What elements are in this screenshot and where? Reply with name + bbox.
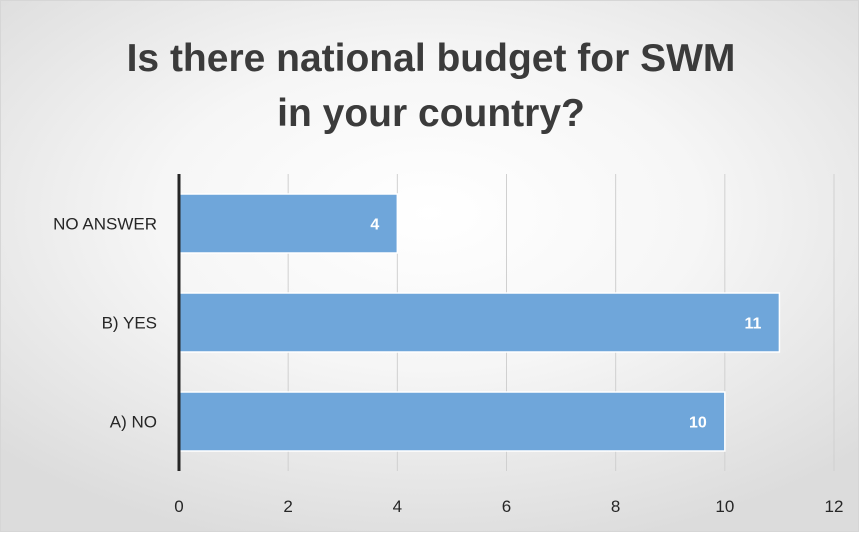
bar-2	[178, 391, 726, 452]
x-tick-label-10: 10	[715, 497, 734, 516]
chart-title-line-1: Is there national budget for SWM	[126, 37, 736, 80]
data-label-0: 4	[370, 217, 379, 234]
data-label-1: 11	[744, 316, 761, 333]
category-label-2: A) NO	[110, 413, 157, 432]
x-tick-label-12: 12	[825, 497, 844, 516]
x-tick-label-0: 0	[174, 497, 183, 516]
data-label-2: 10	[689, 415, 707, 432]
category-label-1: B) YES	[102, 314, 157, 333]
x-tick-label-2: 2	[283, 497, 292, 516]
x-tick-label-6: 6	[502, 497, 511, 516]
bar-1	[178, 292, 781, 353]
bar-0	[178, 193, 399, 254]
x-tick-label-4: 4	[393, 497, 402, 516]
x-tick-label-8: 8	[611, 497, 620, 516]
chart-title-line-2: in your country?	[277, 92, 585, 135]
category-label-0: NO ANSWER	[53, 215, 157, 234]
chart-title: Is there national budget for SWM in your…	[41, 31, 821, 141]
